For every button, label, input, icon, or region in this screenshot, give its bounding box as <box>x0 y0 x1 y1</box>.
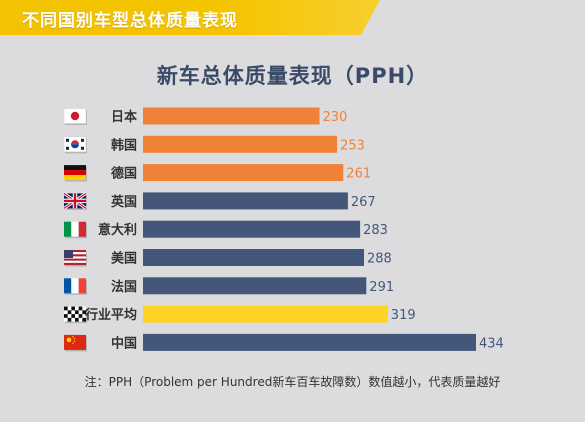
france-flag-icon <box>64 278 87 295</box>
uk-flag-icon <box>63 192 87 210</box>
checkered-flag-icon <box>64 306 87 324</box>
banner-title: 不同国别车型总体质量表现 <box>22 11 238 31</box>
usa-flag-icon <box>64 250 87 267</box>
bar-2 <box>143 135 338 153</box>
header-banner <box>0 0 380 35</box>
bar-3 <box>143 164 344 182</box>
category-label: 行业平均 <box>84 307 137 323</box>
value-label: 261 <box>346 167 371 182</box>
value-label: 230 <box>323 110 348 125</box>
bar-9 <box>143 333 476 351</box>
bar-4 <box>143 192 348 210</box>
category-label: 美国 <box>111 251 137 267</box>
category-label: 日本 <box>111 109 137 125</box>
value-label: 288 <box>367 252 392 267</box>
korea-flag-icon <box>63 136 87 154</box>
bar-1 <box>143 107 320 125</box>
value-label: 267 <box>351 195 376 210</box>
japan-flag-icon <box>63 108 87 125</box>
italy-flag-icon <box>64 221 87 239</box>
category-label: 意大利 <box>98 222 137 238</box>
footnote: 注：PPH（Problem per Hundred新车百车故障数）数值越小，代表… <box>84 375 501 389</box>
value-label: 434 <box>479 336 504 351</box>
category-label: 英国 <box>110 194 137 210</box>
value-label: 283 <box>363 223 388 238</box>
value-label: 253 <box>340 138 365 153</box>
category-label: 德国 <box>111 166 137 182</box>
category-label: 韩国 <box>111 137 137 153</box>
bar-6 <box>143 249 364 266</box>
value-label: 319 <box>391 308 416 323</box>
bar-5 <box>143 220 361 238</box>
china-flag-icon <box>64 334 87 352</box>
germany-flag-icon <box>64 165 87 182</box>
bar-8 <box>143 305 388 323</box>
chart-title: 新车总体质量表现（PPH） <box>156 64 429 88</box>
value-label: 291 <box>369 280 394 295</box>
category-label: 法国 <box>111 279 137 295</box>
category-label: 中国 <box>111 335 137 351</box>
bar-7 <box>143 277 367 295</box>
